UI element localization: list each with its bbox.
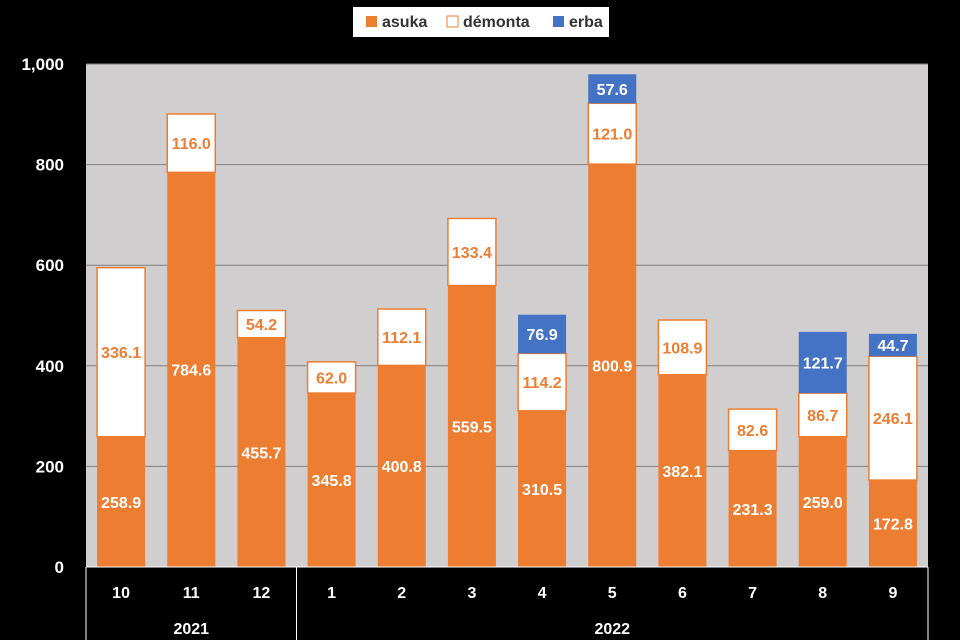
- x-tick-label: 8: [818, 585, 827, 602]
- bar-asuka-12: [237, 337, 286, 567]
- y-tick-label: 400: [36, 357, 64, 376]
- bar-asuka-7: [728, 450, 777, 567]
- x-tick-label: 1: [327, 585, 336, 602]
- bar-démonta-12: [236, 309, 287, 339]
- bar-asuka-1: [307, 393, 356, 567]
- data-label: 455.7: [241, 445, 281, 462]
- x-tick-label: 12: [253, 585, 271, 602]
- data-label: 559.5: [452, 419, 492, 436]
- bar-asuka-8: [798, 436, 847, 567]
- bar-asuka-9: [868, 480, 917, 567]
- bar-démonta-7: [727, 408, 778, 452]
- legend-label: asuka: [382, 14, 427, 31]
- data-label: 345.8: [312, 473, 352, 490]
- bar-asuka-4: [518, 410, 567, 567]
- bar-asuka-3: [447, 285, 496, 567]
- group-label: 2021: [173, 621, 209, 638]
- legend-swatch-démonta: [446, 15, 459, 28]
- data-label: 86.7: [807, 408, 838, 425]
- data-label: 310.5: [522, 482, 562, 499]
- y-tick-label: 800: [36, 156, 64, 175]
- bar-démonta-4: [517, 352, 567, 412]
- y-tick-label: 1,000: [21, 55, 64, 74]
- data-label: 54.2: [246, 317, 277, 334]
- y-tick-label: 200: [36, 457, 64, 476]
- bar-asuka-11: [167, 172, 216, 568]
- x-tick-label: 5: [608, 585, 617, 602]
- x-tick-label: 4: [538, 585, 547, 602]
- data-label: 121.0: [592, 127, 632, 144]
- data-label: 246.1: [873, 411, 913, 428]
- data-label: 784.6: [171, 363, 211, 380]
- data-label: 400.8: [382, 459, 422, 476]
- data-label: 172.8: [873, 517, 913, 534]
- x-tick-label: 2: [397, 585, 406, 602]
- y-tick-label: 600: [36, 256, 64, 275]
- bar-asuka-6: [658, 374, 707, 567]
- x-tick-label: 7: [748, 585, 757, 602]
- x-tick-label: 9: [888, 585, 897, 602]
- bar-erba-4: [518, 314, 567, 354]
- data-label: 112.1: [382, 330, 421, 347]
- x-tick-label: 10: [112, 585, 130, 602]
- legend-swatch-erba: [553, 16, 564, 27]
- bar-démonta-5: [587, 102, 637, 165]
- bar-démonta-10: [96, 266, 146, 438]
- data-label: 382.1: [662, 464, 702, 481]
- bar-démonta-3: [447, 217, 497, 287]
- data-label: 133.4: [452, 245, 492, 262]
- bar-asuka-10: [97, 436, 146, 567]
- data-label: 62.0: [316, 370, 347, 387]
- bar-erba-8: [798, 331, 847, 394]
- data-label: 800.9: [592, 359, 632, 376]
- legend-label: démonta: [463, 14, 530, 31]
- bar-démonta-2: [377, 308, 427, 367]
- legend-box: [353, 7, 609, 37]
- x-tick-label: 3: [467, 585, 476, 602]
- data-label: 57.6: [597, 82, 628, 99]
- data-label: 258.9: [101, 495, 141, 512]
- data-label: 114.2: [523, 375, 562, 392]
- bar-erba-5: [588, 74, 637, 104]
- data-label: 259.0: [803, 495, 843, 512]
- bar-démonta-6: [657, 319, 708, 376]
- data-label: 82.6: [737, 423, 768, 440]
- x-tick-label: 6: [678, 585, 687, 602]
- bar-asuka-5: [588, 164, 637, 568]
- legend-swatch-asuka: [366, 16, 377, 27]
- group-label: 2022: [594, 621, 630, 638]
- bar-démonta-8: [798, 392, 848, 438]
- data-label: 336.1: [101, 345, 141, 362]
- data-label: 44.7: [877, 338, 908, 355]
- bar-démonta-1: [306, 361, 357, 394]
- plot-area: [86, 64, 928, 567]
- y-tick-label: 0: [55, 558, 64, 577]
- x-tick-label: 11: [183, 585, 200, 602]
- data-label: 231.3: [733, 502, 773, 519]
- data-label: 121.7: [803, 356, 843, 373]
- bar-erba-9: [868, 333, 917, 357]
- legend-label: erba: [569, 14, 603, 31]
- data-label: 116.0: [172, 136, 211, 153]
- data-label: 108.9: [662, 340, 702, 357]
- bar-démonta-11: [166, 113, 216, 174]
- data-label: 76.9: [527, 327, 558, 344]
- bar-asuka-2: [377, 365, 426, 567]
